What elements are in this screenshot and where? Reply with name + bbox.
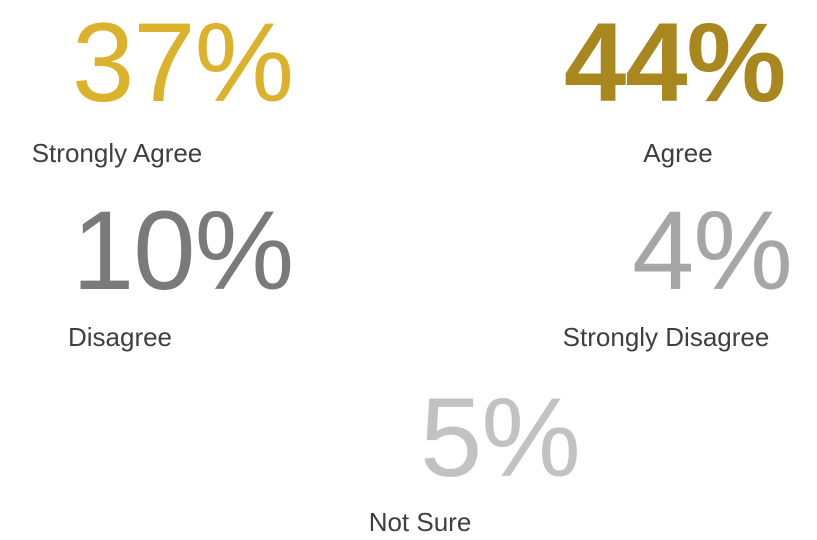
disagree-label: Disagree: [67, 322, 173, 352]
not-sure-percent: 5%: [420, 375, 581, 500]
disagree-percent: 10%: [72, 188, 294, 313]
strongly-agree-percent: 37%: [72, 0, 294, 125]
strongly-disagree-percent: 4%: [632, 188, 793, 313]
strongly-agree-label: Strongly Agree: [31, 138, 203, 168]
strongly-disagree-label: Strongly Disagree: [562, 322, 770, 352]
not-sure-label: Not Sure: [368, 507, 472, 537]
agree-percent: 44%: [564, 0, 786, 125]
agree-label: Agree: [643, 138, 713, 168]
